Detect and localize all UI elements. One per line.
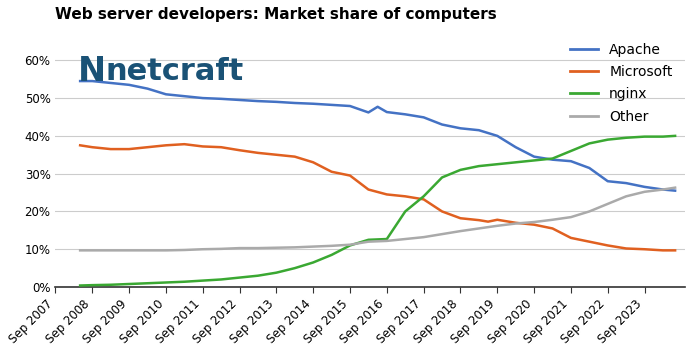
Text: N: N: [78, 55, 106, 88]
Text: Web server developers: Market share of computers: Web server developers: Market share of c…: [55, 7, 498, 22]
Legend: Apache, Microsoft, nginx, Other: Apache, Microsoft, nginx, Other: [565, 37, 678, 129]
Text: netcraft: netcraft: [106, 57, 244, 86]
